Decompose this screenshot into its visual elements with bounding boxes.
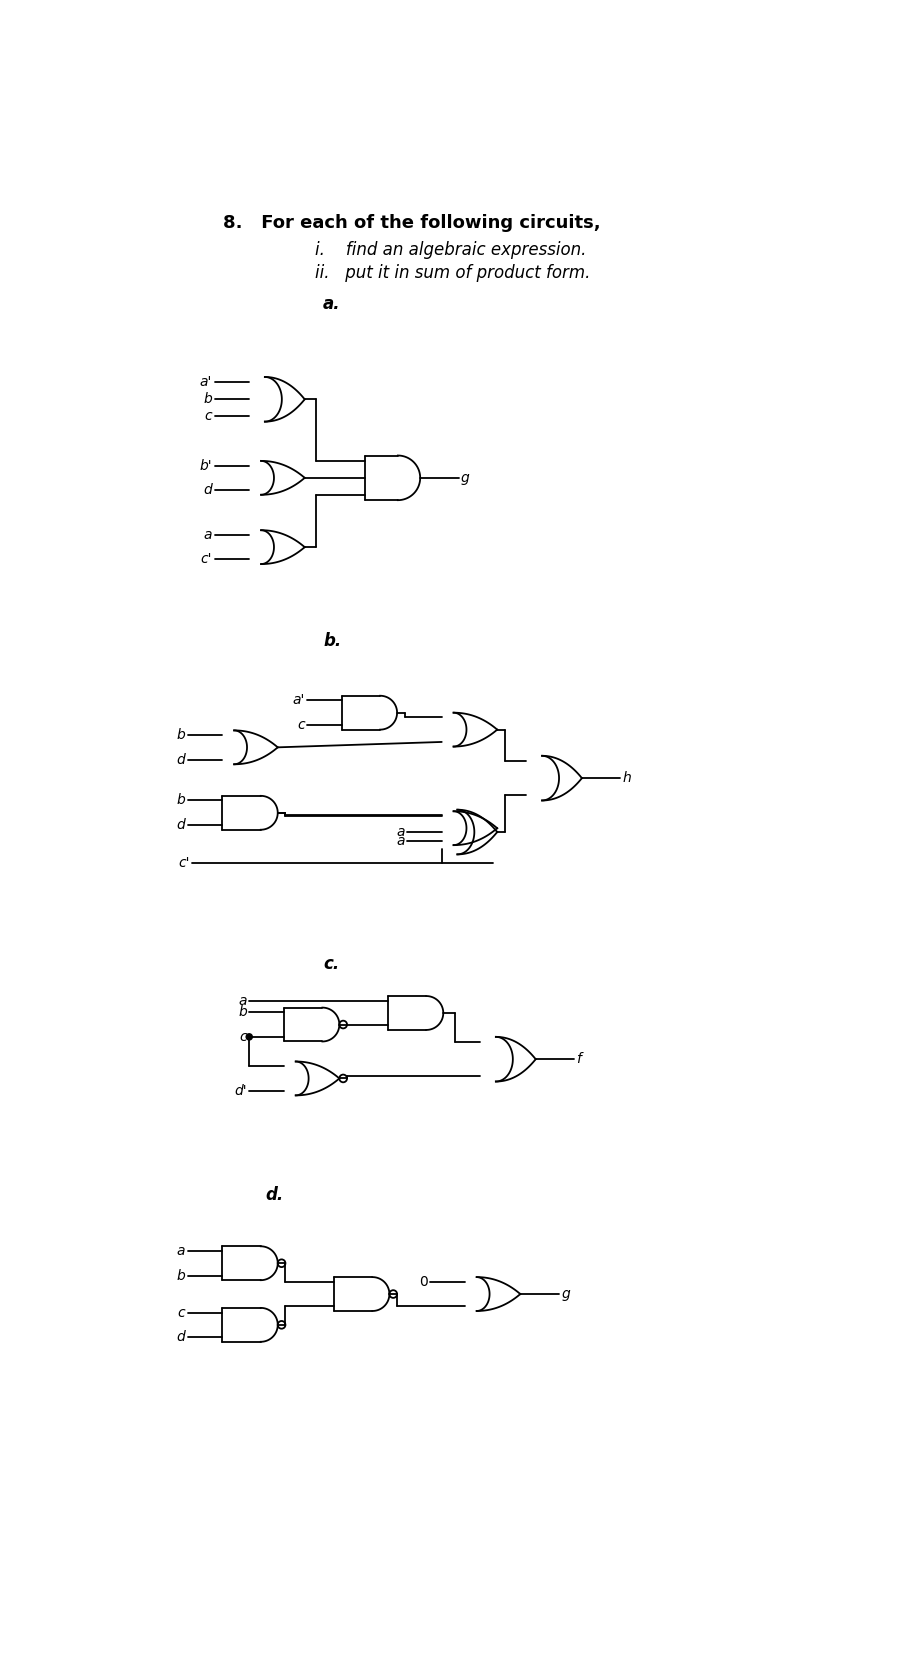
Text: a': a' [200, 375, 212, 390]
Text: d: d [176, 1331, 185, 1344]
Text: c: c [178, 1306, 185, 1319]
Text: ii.   put it in sum of product form.: ii. put it in sum of product form. [315, 264, 591, 283]
Text: b: b [176, 1269, 185, 1282]
Text: d: d [176, 752, 185, 767]
Text: a: a [203, 528, 212, 542]
Text: c: c [204, 410, 212, 423]
Text: d': d' [234, 1083, 247, 1099]
Text: c.: c. [322, 955, 339, 973]
Text: a: a [177, 1244, 185, 1257]
Text: c': c' [178, 856, 190, 869]
Text: 0: 0 [419, 1274, 427, 1289]
Text: c': c' [200, 552, 212, 567]
Text: a: a [396, 824, 405, 839]
Text: d.: d. [265, 1185, 284, 1204]
Text: a: a [238, 993, 247, 1008]
Text: b: b [176, 794, 185, 808]
Text: b: b [203, 393, 212, 406]
Text: b.: b. [322, 632, 341, 650]
Text: c: c [239, 1030, 247, 1043]
Text: b': b' [200, 458, 212, 473]
Text: f: f [576, 1052, 581, 1067]
Text: c: c [297, 717, 304, 732]
Text: g: g [561, 1287, 569, 1301]
Text: a.: a. [322, 294, 340, 313]
Text: d: d [203, 483, 212, 497]
Text: 8.   For each of the following circuits,: 8. For each of the following circuits, [223, 214, 600, 232]
Text: b: b [176, 727, 185, 742]
Circle shape [246, 1033, 252, 1040]
Text: h: h [622, 771, 630, 786]
Text: b: b [237, 1005, 247, 1020]
Text: d: d [176, 818, 185, 833]
Text: i.    find an algebraic expression.: i. find an algebraic expression. [315, 241, 586, 259]
Text: a': a' [292, 694, 304, 707]
Text: g: g [461, 472, 470, 485]
Text: a: a [396, 834, 405, 848]
